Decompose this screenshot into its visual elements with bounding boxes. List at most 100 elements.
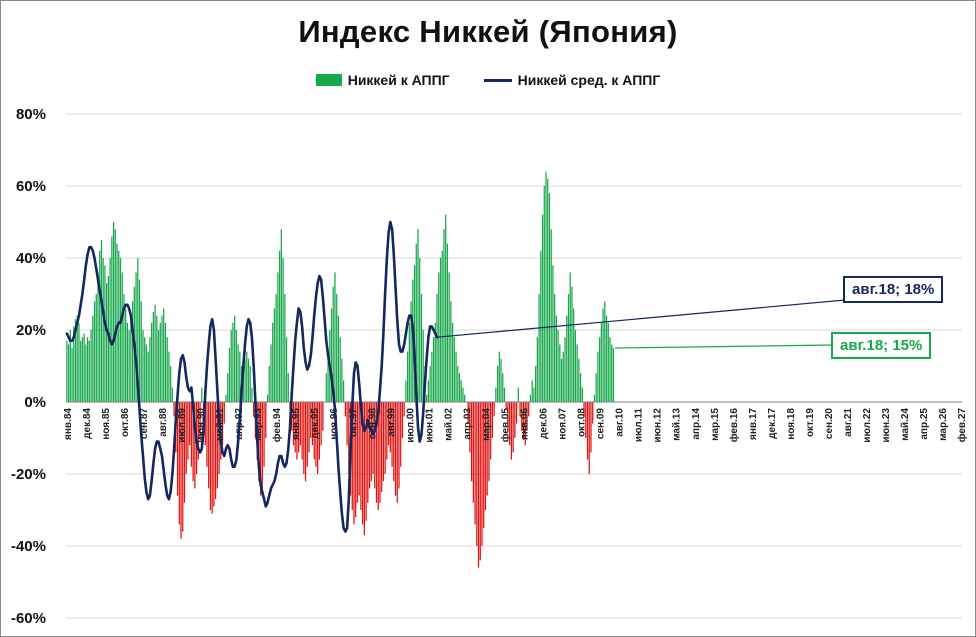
bar (197, 402, 199, 460)
chart-legend: Никкей к АППГ Никкей сред. к АППГ (0, 72, 976, 88)
x-tick-label: сен.20 (824, 408, 835, 440)
x-tick-label: дек.06 (539, 408, 550, 439)
bar (519, 402, 521, 417)
bar (481, 402, 483, 546)
bar (201, 387, 203, 402)
bar (432, 337, 435, 402)
y-tick-label: 80% (16, 106, 46, 123)
bar (384, 402, 386, 474)
bar (365, 402, 367, 521)
bar (524, 402, 526, 446)
bar (126, 322, 129, 402)
bar (382, 402, 385, 482)
bar (410, 301, 412, 402)
bar (389, 402, 391, 453)
bar (102, 258, 104, 402)
bar (592, 402, 594, 424)
bar (164, 322, 167, 402)
bar (602, 308, 604, 402)
bar (583, 402, 585, 417)
callout-line-leader (436, 299, 846, 338)
bar (86, 337, 89, 402)
bar (187, 402, 189, 460)
x-tick-label: мар.15 (710, 408, 721, 441)
bar (199, 402, 201, 438)
bar (251, 387, 253, 402)
bar (239, 351, 241, 402)
bar (391, 402, 393, 467)
y-tick-label: 0% (24, 394, 46, 411)
bar (313, 402, 315, 460)
bar (479, 402, 481, 561)
bar (358, 402, 360, 496)
x-tick-label: июн.01 (424, 408, 435, 443)
bar (611, 344, 613, 402)
bar (152, 312, 154, 402)
bar (393, 402, 395, 482)
bar (567, 294, 570, 402)
bar (374, 402, 376, 489)
bar (225, 394, 227, 402)
x-tick-label: сен.98 (367, 408, 378, 440)
bar (242, 373, 244, 402)
bar (536, 337, 538, 402)
bar (353, 402, 355, 525)
bar (147, 351, 149, 402)
bar (377, 402, 379, 510)
x-tick-label: сен.87 (139, 408, 150, 440)
bar (99, 250, 101, 402)
x-tick-label: янв.95 (291, 408, 302, 440)
bar (263, 402, 265, 467)
bar (128, 330, 130, 402)
bar (206, 402, 208, 467)
bar (450, 301, 452, 402)
bar (448, 272, 450, 402)
bar (118, 250, 120, 402)
bar (278, 250, 281, 402)
x-tick-label: сен.09 (596, 408, 607, 440)
bar (348, 402, 350, 474)
bar (88, 340, 90, 402)
bar (266, 394, 269, 402)
bar (92, 315, 94, 402)
bar (367, 402, 369, 503)
bar (510, 402, 513, 460)
x-tick-label: июн.90 (196, 408, 207, 443)
y-tick-label: -40% (11, 538, 46, 555)
bar (396, 402, 398, 503)
bar (125, 308, 127, 402)
bar (253, 402, 255, 417)
bar (273, 308, 276, 402)
bar (576, 344, 578, 402)
bar (483, 402, 485, 528)
bar (512, 402, 514, 453)
bar (426, 394, 428, 402)
bar (69, 330, 71, 402)
bar (100, 240, 103, 402)
bar (259, 402, 262, 496)
bar (521, 402, 523, 431)
bar (334, 272, 336, 402)
bar (121, 272, 123, 402)
bar (104, 265, 106, 402)
bar (474, 402, 476, 525)
bar (431, 351, 433, 402)
bar (491, 402, 494, 438)
bar (363, 402, 366, 536)
legend-label-bars: Никкей к АППГ (347, 72, 450, 88)
bar (401, 402, 404, 438)
bar (208, 402, 210, 489)
bar (560, 358, 563, 402)
bar (590, 402, 592, 453)
x-tick-label: окт.08 (577, 408, 588, 437)
bar (490, 402, 492, 460)
bar (209, 402, 212, 510)
bar (419, 258, 421, 402)
bar (131, 301, 134, 402)
x-tick-label: июл.89 (177, 408, 188, 443)
bar (149, 337, 151, 402)
bar (600, 322, 602, 402)
bar (405, 380, 407, 402)
x-tick-label: июн.12 (653, 408, 664, 443)
